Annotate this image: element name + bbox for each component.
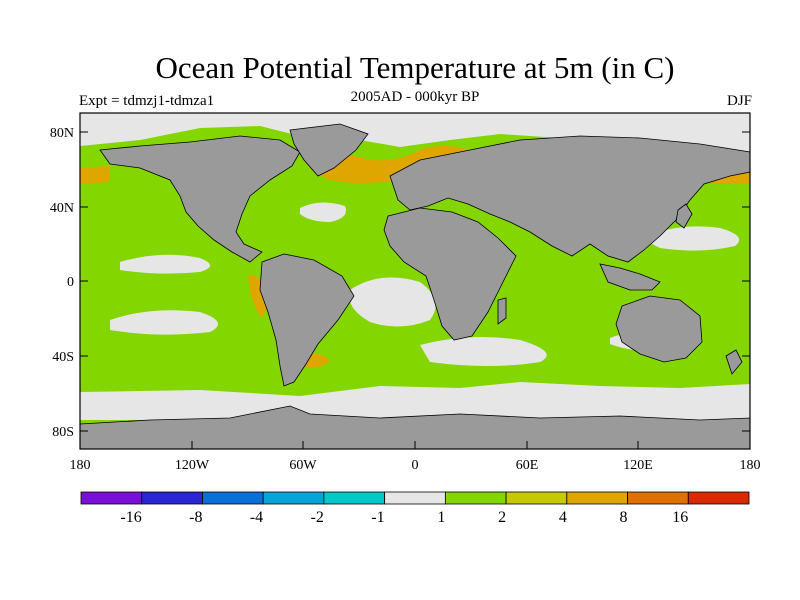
- colorbar-label: 4: [559, 509, 567, 526]
- land-greenland: [289, 123, 369, 177]
- land-masses: [79, 123, 751, 450]
- tick-marks: [80, 131, 750, 449]
- southern-ocean-band: [80, 382, 750, 420]
- y-tick-label: 80N: [50, 126, 74, 141]
- colorbar-swatch: [566, 491, 628, 505]
- land-eurasia: [389, 135, 751, 263]
- north-pacific-warm-east: [80, 166, 110, 184]
- x-tick-label: 60E: [516, 458, 539, 473]
- colorbar-label: -4: [250, 509, 263, 526]
- x-tick-label: 0: [412, 458, 419, 473]
- x-tick-label: 60W: [289, 458, 317, 473]
- x-tick-label: 180: [740, 458, 761, 473]
- colorbar-label: -16: [120, 509, 141, 526]
- x-tick-label: 120W: [175, 458, 210, 473]
- colorbar-swatch: [384, 491, 446, 505]
- land-africa: [383, 207, 517, 341]
- colorbar-swatch: [627, 491, 689, 505]
- x-tick-label: 120E: [623, 458, 653, 473]
- colorbar-label: -8: [189, 509, 202, 526]
- x-tick-label: 180: [70, 458, 91, 473]
- colorbar-label: -2: [311, 509, 324, 526]
- season-label: DJF: [726, 93, 752, 109]
- colorbar-swatch: [444, 491, 507, 505]
- land-indonesia: [599, 263, 661, 291]
- north-pacific-patch: [640, 226, 740, 251]
- colorbar-label: 2: [498, 509, 506, 526]
- chart-subtitle: 2005AD - 000kyr BP: [350, 89, 480, 105]
- land-madagascar: [497, 297, 507, 325]
- colorbar-label: 1: [437, 509, 445, 526]
- colorbar-swatch: [80, 491, 143, 505]
- land-australia: [615, 295, 703, 363]
- y-tick-label: 80S: [52, 425, 74, 440]
- colorbar: -16 -8 -4 -2 -1 1 2 4 8 16: [80, 491, 750, 526]
- pacific-equator-patch: [120, 254, 210, 274]
- colorbar-label: 16: [672, 509, 688, 526]
- colorbar-label: 8: [620, 509, 628, 526]
- indian-ocean-patch: [420, 336, 547, 366]
- colorbar-swatch: [687, 491, 750, 505]
- north-atlantic-patch: [300, 202, 346, 222]
- colorbar-swatch: [202, 491, 264, 505]
- land-south-america: [259, 253, 355, 387]
- colorbar-swatch: [505, 491, 568, 505]
- y-tick-label: 40N: [50, 201, 74, 216]
- arctic-ice-region: [80, 113, 750, 152]
- colorbar-swatch: [262, 491, 325, 505]
- y-tick-labels: 80N 40N 0 40S 80S: [50, 126, 74, 440]
- south-atlantic-patch: [349, 277, 436, 327]
- y-tick-label: 0: [67, 275, 74, 290]
- land-japan: [675, 203, 693, 229]
- near-zero-regions: [80, 113, 750, 420]
- colorbar-swatch: [141, 491, 203, 505]
- land-north-america: [99, 135, 301, 263]
- colorbar-swatch: [323, 491, 386, 505]
- south-pacific-patch: [110, 310, 218, 335]
- x-tick-labels: 180 120W 60W 0 60E 120E 180: [70, 458, 761, 473]
- chart-title: Ocean Potential Temperature at 5m (in C): [155, 50, 675, 85]
- y-tick-label: 40S: [52, 350, 74, 365]
- experiment-label: Expt = tdmzj1-tdmza1: [79, 93, 215, 109]
- colorbar-label: -1: [371, 509, 384, 526]
- land-new-zealand: [725, 349, 743, 375]
